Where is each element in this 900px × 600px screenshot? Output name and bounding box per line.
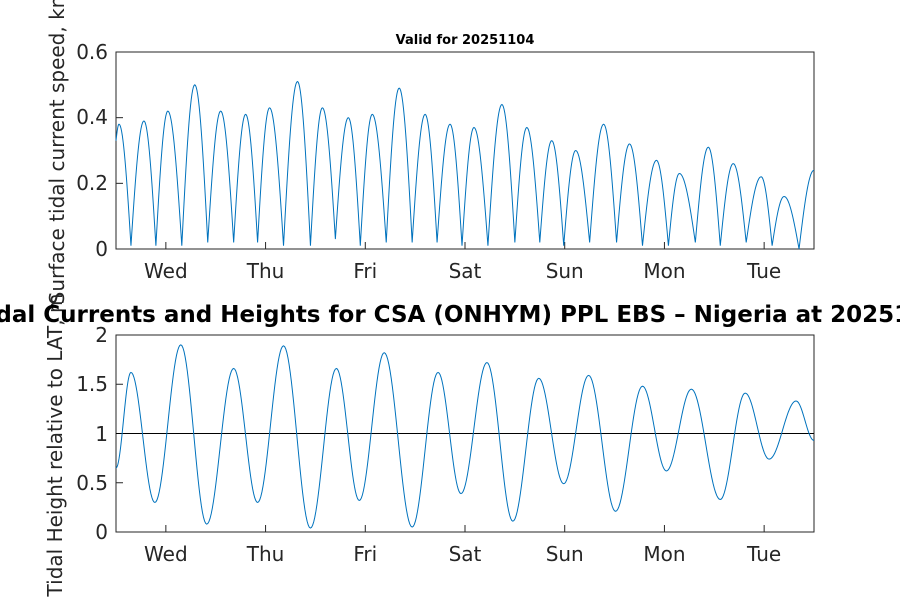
x-tick-label-thu: Thu (246, 542, 285, 566)
y-tick-label: 0 (95, 520, 108, 544)
x-tick-label-sun: Sun (546, 259, 584, 283)
y-tick-label: 1 (95, 422, 108, 446)
x-tick-label-fri: Fri (353, 259, 377, 283)
y-tick-label: 0.6 (76, 40, 108, 64)
tidal-height-x-ticks: Wed Thu Fri Sat Sun Mon Tue (144, 525, 781, 566)
current-speed-series-line (115, 80, 815, 250)
x-tick-label-sat: Sat (449, 542, 482, 566)
x-tick-label-mon: Mon (643, 259, 685, 283)
y-tick-label: 2 (95, 323, 108, 347)
x-tick-label-thu: Thu (246, 259, 285, 283)
current-speed-y-ticks: 0 0.2 0.4 0.6 (76, 40, 123, 261)
y-tick-label: 0 (95, 237, 108, 261)
current-speed-axes: Valid for 20251104 0 0.2 0.4 0.6 Wed Thu F… (45, 0, 815, 304)
x-tick-label-tue: Tue (746, 542, 781, 566)
x-tick-label-wed: Wed (144, 542, 188, 566)
tidal-height-series-line (115, 344, 815, 529)
x-tick-label-fri: Fri (353, 542, 377, 566)
x-tick-label-sat: Sat (449, 259, 482, 283)
tidal-height-y-axis-label: Tidal Height relative to LAT, m (43, 294, 67, 598)
current-speed-title: Valid for 20251104 (396, 33, 535, 48)
x-tick-label-mon: Mon (643, 542, 685, 566)
x-tick-label-wed: Wed (144, 259, 188, 283)
y-tick-label: 0.4 (76, 105, 108, 129)
current-speed-x-ticks: Wed Thu Fri Sat Sun Mon Tue (144, 242, 781, 283)
current-speed-plot-frame (115, 51, 815, 250)
tidal-height-axes: 0 0.5 1 1.5 2 Wed Thu Fri Sat Sun Mon Tue Tida… (43, 294, 815, 598)
figure-main-title: Tidal Currents and Heights for CSA (ONHY… (0, 302, 900, 328)
y-tick-label: 1.5 (76, 372, 108, 396)
x-tick-label-sun: Sun (546, 542, 584, 566)
tidal-height-y-ticks: 0 0.5 1 1.5 2 (76, 323, 123, 544)
current-speed-y-axis-label: Surface tidal current speed, kn (45, 0, 69, 304)
y-tick-label: 0.5 (76, 471, 108, 495)
y-tick-label: 0.2 (76, 171, 108, 195)
x-tick-label-tue: Tue (746, 259, 781, 283)
